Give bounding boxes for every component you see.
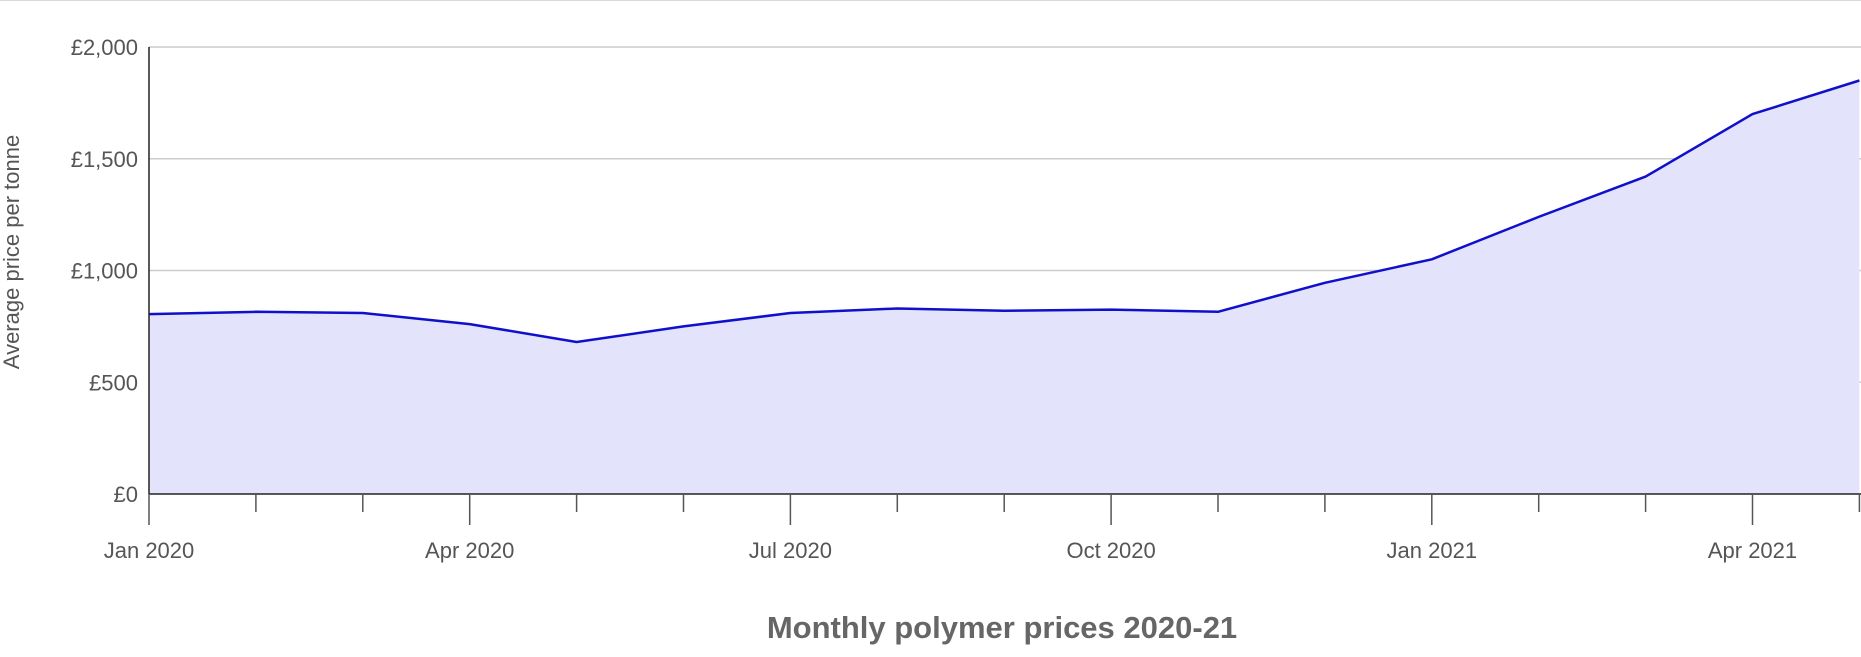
y-tick-labels: £0 £500 £1,000 £1,500 £2,000 xyxy=(71,35,138,507)
y-tick-label: £1,000 xyxy=(71,259,138,284)
y-tick-label: £500 xyxy=(89,370,138,395)
y-tick-label: £0 xyxy=(114,482,138,507)
x-tick-labels: Jan 2020 Apr 2020 Jul 2020 Oct 2020 Jan 2021… xyxy=(104,538,1797,563)
y-tick-label: £2,000 xyxy=(71,35,138,60)
series-area-fill xyxy=(149,80,1860,494)
x-tick-label: Apr 2021 xyxy=(1708,538,1797,563)
x-tick-label: Jan 2020 xyxy=(104,538,195,563)
x-tick-label: Oct 2020 xyxy=(1066,538,1155,563)
series-line xyxy=(148,79,1860,344)
axes xyxy=(148,47,1861,525)
x-tick-label: Apr 2020 xyxy=(425,538,514,563)
x-tick-label: Jan 2021 xyxy=(1387,538,1478,563)
y-axis-title: Average price per tonne xyxy=(0,135,24,369)
y-tick-label: £1,500 xyxy=(71,147,138,172)
x-tick-label: Jul 2020 xyxy=(749,538,832,563)
top-border xyxy=(0,0,1861,1)
chart-title: Monthly polymer prices 2020-21 xyxy=(767,610,1237,645)
